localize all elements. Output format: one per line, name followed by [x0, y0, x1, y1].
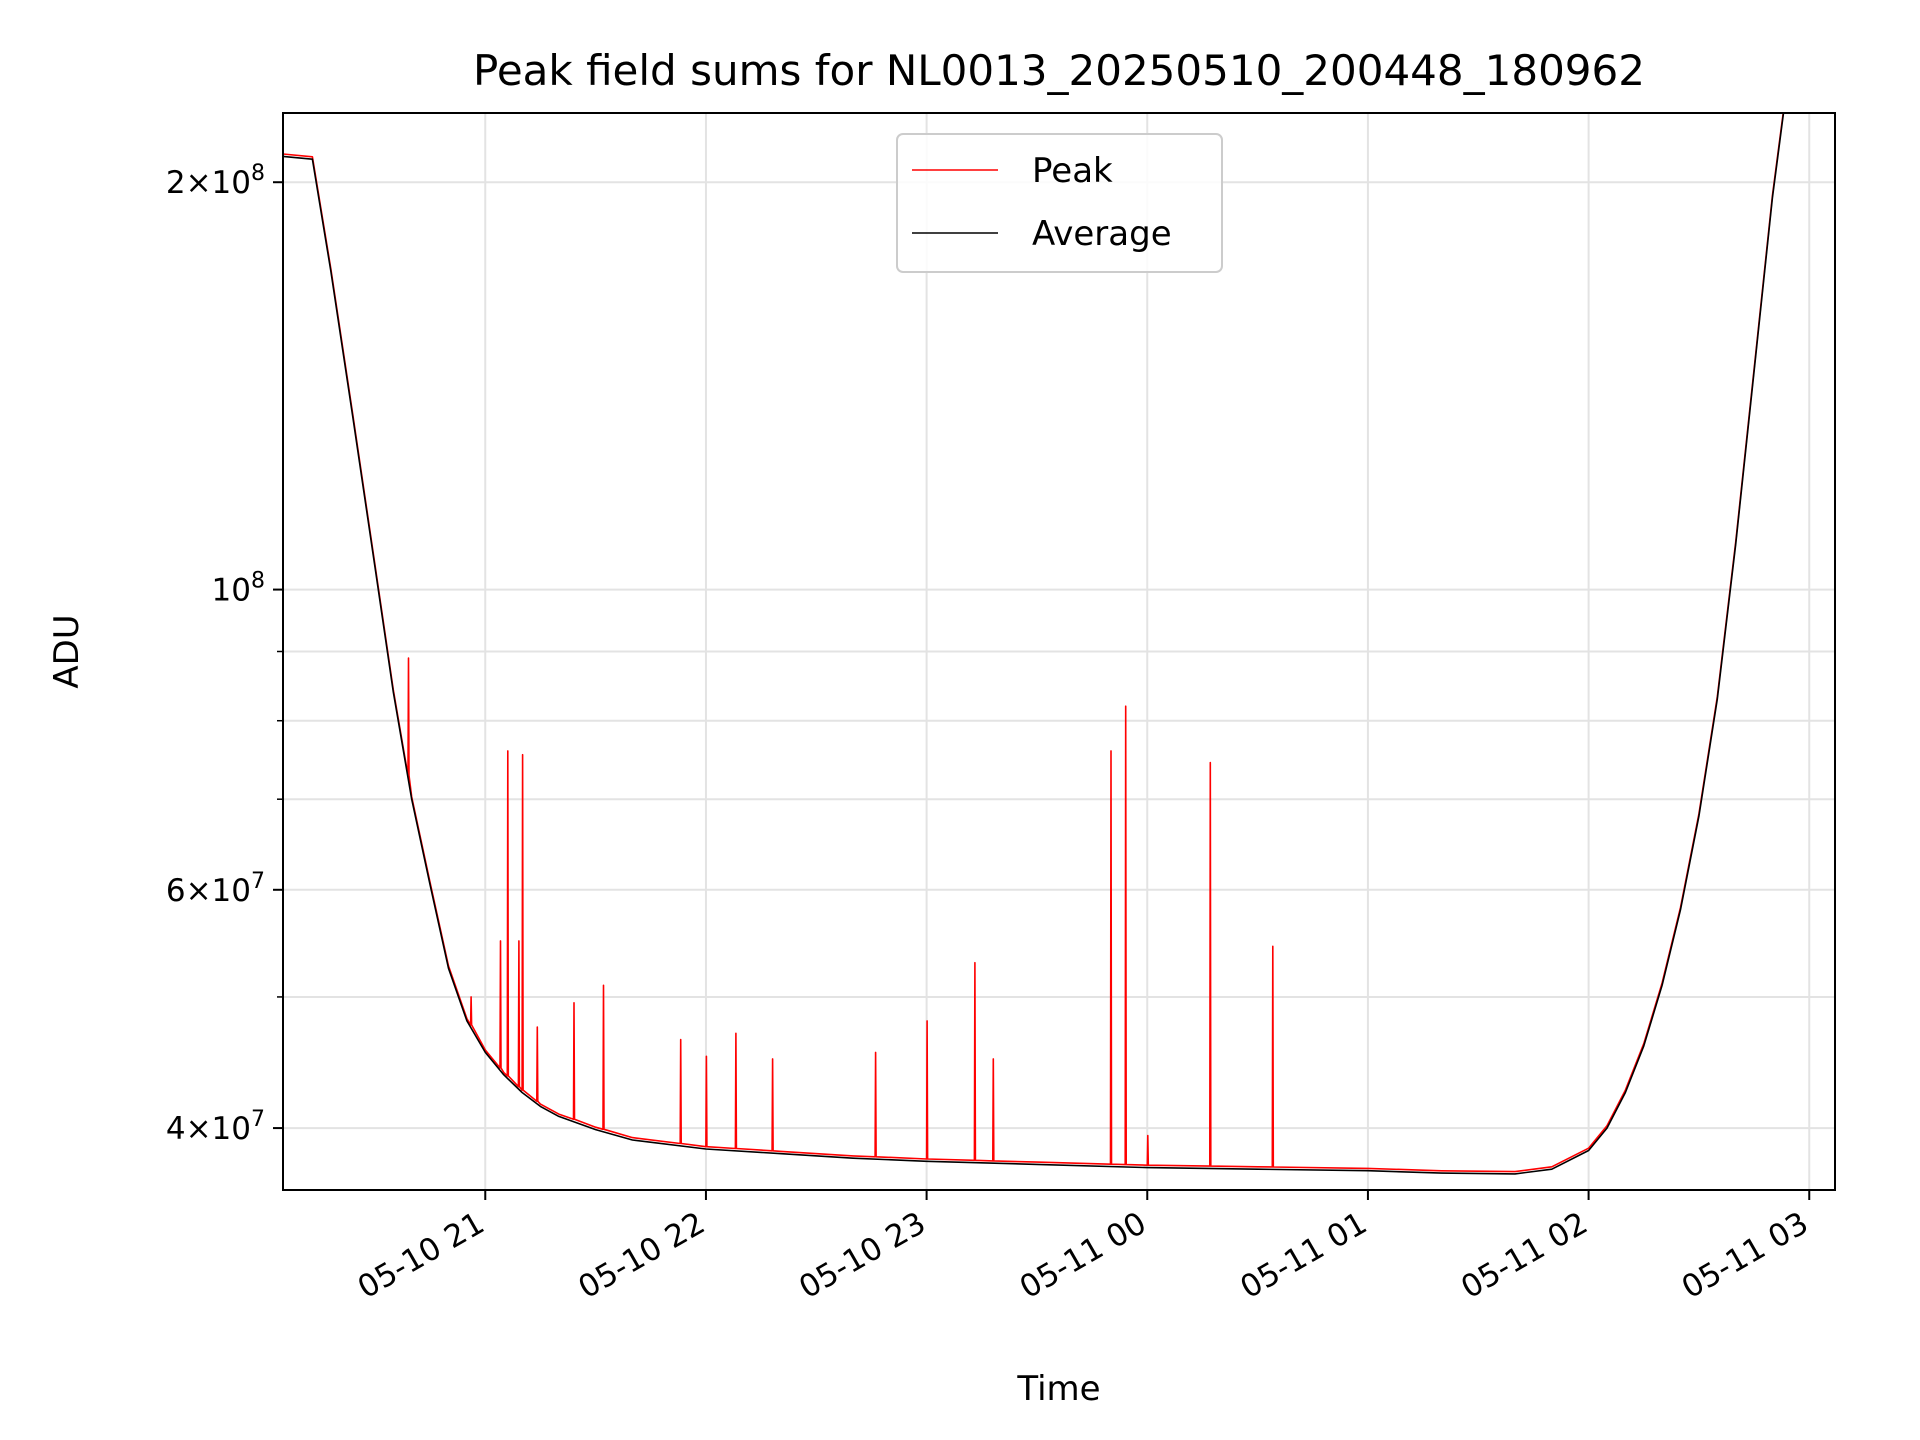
y-tick-label: 2×108 [166, 161, 265, 201]
y-axis-label: ADU [47, 614, 87, 688]
y-tick-label: 108 [212, 569, 265, 609]
series-line-average [283, 113, 1785, 1175]
x-axis-label: Time [1016, 1369, 1100, 1409]
series-group [283, 113, 1785, 1175]
chart-title: Peak field sums for NL0013_20250510_2004… [473, 46, 1645, 95]
legend-label-average: Average [1032, 214, 1172, 254]
series-line-peak [283, 113, 1785, 1173]
legend-box [896, 133, 1223, 273]
legend-label-peak: Peak [1032, 151, 1113, 191]
y-tick-label: 4×107 [166, 1107, 265, 1147]
legend: Peak Average [896, 133, 1223, 273]
series-layer [283, 113, 1785, 1175]
y-tick-label: 6×107 [166, 869, 265, 909]
